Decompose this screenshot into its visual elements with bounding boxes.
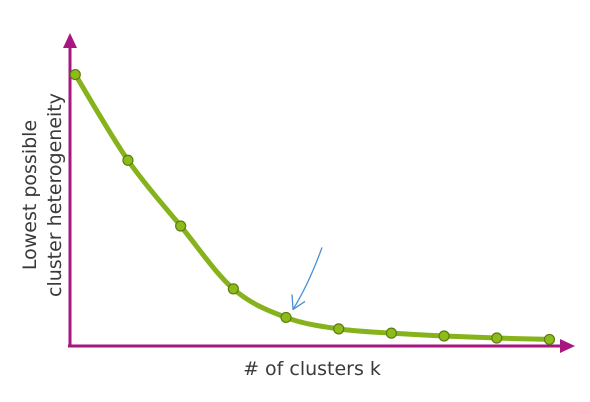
x-axis-arrowhead: [560, 339, 575, 353]
y-axis-arrowhead: [63, 33, 77, 48]
data-point-k-5: [280, 311, 292, 324]
series-layer: [69, 68, 556, 346]
axes: [63, 33, 575, 353]
data-point-k-7: [385, 327, 397, 339]
data-point-k-9: [491, 332, 503, 344]
annotation-layer: [291, 247, 323, 311]
heterogeneity-curve: [72, 72, 552, 342]
annotation-arrow-shaft: [292, 247, 323, 310]
data-point-k-10: [543, 333, 556, 346]
data-point-k-2: [122, 154, 134, 166]
y-axis-title-line-1: Lowest possible: [19, 120, 41, 270]
data-point-k-3: [175, 220, 187, 232]
y-axis-title: Lowest possible cluster heterogeneity: [19, 93, 66, 297]
y-axis-title-line-2: cluster heterogeneity: [44, 93, 66, 297]
data-point-k-4: [227, 283, 239, 295]
data-point-k-6: [333, 323, 345, 335]
x-axis-title: # of clusters k: [243, 358, 381, 380]
annotation-arrow-head: [291, 294, 306, 311]
data-point-k-1: [69, 68, 81, 81]
data-point-k-8: [438, 330, 450, 342]
